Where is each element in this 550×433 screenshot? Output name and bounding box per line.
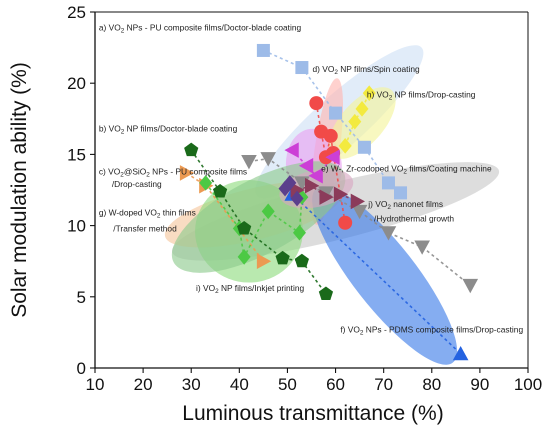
x-tick-label-1: 20 (134, 375, 153, 394)
point-c-0 (179, 165, 195, 181)
point-a-5 (394, 186, 408, 200)
y-tick-label-5: 25 (67, 3, 86, 22)
x-axis-title: Luminous transmittance (%) (182, 402, 443, 425)
annotation-8: /Hydrothermal growth (374, 213, 454, 223)
point-h-0 (338, 138, 352, 154)
trend-line-j (296, 184, 358, 203)
x-tick-label-6: 70 (374, 375, 393, 394)
point-e-2 (308, 167, 323, 184)
y-axis-title: Solar modulation ability (%) (8, 62, 31, 318)
point-g-2 (237, 249, 251, 265)
point-b-1 (260, 152, 276, 167)
point-i-4 (294, 253, 309, 268)
annotation-3: b) VO2 NP films/Doctor-blade coating (99, 124, 238, 136)
y-tick-label-3: 15 (67, 145, 86, 164)
y-tick-label-4: 20 (67, 74, 86, 93)
x-tick-label-4: 50 (278, 375, 297, 394)
point-h-1 (348, 113, 362, 130)
point-j-0 (290, 182, 305, 198)
point-j2-1 (283, 175, 297, 191)
y-tick-label-2: 10 (67, 217, 86, 236)
x-tick-label-8: 90 (470, 375, 489, 394)
trend-line-f (291, 193, 462, 355)
point-j-3 (333, 186, 349, 203)
x-tick-label-5: 60 (326, 375, 345, 394)
point-h-2 (355, 101, 369, 117)
point-i-2 (237, 220, 252, 235)
annotation-12: f) VO2 NPs - PDMS composite films/Drop-c… (340, 324, 523, 336)
x-tick-label-9: 100 (514, 375, 542, 394)
point-j-4 (350, 193, 366, 210)
trend-line-b (248, 157, 471, 287)
x-tick-label-3: 40 (230, 375, 249, 394)
point-j2-2 (290, 190, 304, 207)
ellipse-f (312, 186, 458, 365)
point-i-3 (275, 250, 290, 265)
data-points (179, 43, 479, 361)
x-tick-label-2: 30 (182, 375, 201, 394)
point-a-2 (329, 106, 343, 120)
point-b-7 (462, 278, 479, 294)
point-a-4 (381, 176, 395, 190)
point-b-4 (351, 204, 368, 220)
point-d-0 (309, 96, 324, 111)
annotation-2: h) VO2 NP films/Drop-casting (367, 89, 476, 101)
annotation-4: e) W-, Zr-codoped VO2 films/Coating mach… (321, 163, 492, 175)
point-e-0 (284, 142, 299, 158)
trend-line-a (263, 49, 402, 194)
point-e-1 (298, 157, 314, 174)
point-d-3 (323, 128, 338, 143)
y-tick-label-1: 5 (77, 288, 86, 307)
point-a-3 (357, 140, 371, 154)
annotation-5: c) VO2@SiO2 NPs - PU composite films (99, 166, 247, 178)
point-i-0 (184, 142, 199, 157)
annotation-9: g) W-doped VO2 thin films (99, 208, 196, 220)
y-tick-label-0: 0 (77, 359, 86, 378)
point-g-4 (292, 224, 306, 241)
point-d-5 (338, 215, 353, 230)
annotation-labels: a) VO2 NPs - PU composite films/Doctor-b… (99, 23, 524, 337)
point-j-2 (319, 189, 334, 205)
plot-axes: 10 20 30 40 50 60 70 80 90 100 0 5 10 15 20 25 (67, 3, 542, 394)
point-c-2 (256, 253, 272, 269)
point-a-1 (295, 61, 309, 75)
annotation-10: /Transfer method (113, 223, 177, 233)
point-f-1 (452, 345, 469, 361)
x-tick-label-7: 80 (422, 375, 441, 394)
point-h-3 (362, 85, 376, 101)
annotation-0: a) VO2 NPs - PU composite films/Doctor-b… (99, 23, 302, 35)
annotation-11: i) VO2 NP films/Inkjet printing (196, 283, 304, 295)
trend-line-h (344, 92, 370, 147)
trend-line-c (185, 172, 265, 262)
point-i-5 (318, 286, 334, 300)
point-e-3 (325, 149, 340, 166)
point-b-6 (414, 240, 430, 255)
point-b-0 (241, 155, 257, 170)
annotation-6: /Drop-casting (112, 179, 162, 189)
point-j2-0 (278, 180, 292, 197)
point-i-1 (212, 183, 228, 198)
point-b-5 (380, 226, 397, 241)
point-j-1 (305, 177, 320, 194)
annotation-7: j) VO2 nanonet films (367, 199, 443, 211)
point-g-3 (261, 203, 275, 220)
point-g-0 (199, 175, 213, 191)
annotation-1: d) VO2 NP films/Spin coating (312, 64, 420, 76)
x-tick-label-0: 10 (86, 375, 105, 394)
point-a-0 (256, 43, 270, 57)
